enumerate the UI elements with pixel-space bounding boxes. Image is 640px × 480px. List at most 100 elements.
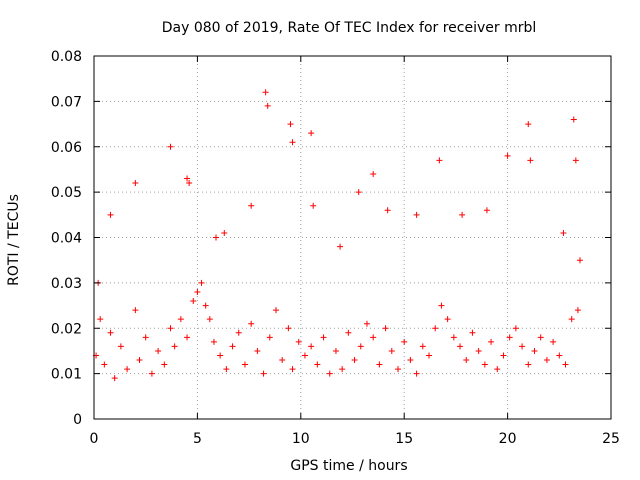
x-axis-label: GPS time / hours: [290, 458, 407, 474]
data-point: [512, 325, 519, 332]
data-point: [301, 352, 308, 359]
data-point: [438, 302, 445, 309]
data-point: [576, 257, 583, 264]
data-point: [132, 180, 139, 187]
data-point: [184, 175, 191, 182]
data-point: [213, 234, 220, 241]
y-axis-label: ROTI / TECUs: [6, 194, 22, 286]
data-point: [527, 157, 534, 164]
x-tick-label: 25: [602, 431, 620, 447]
data-point: [550, 338, 557, 345]
data-point: [155, 347, 162, 354]
x-tick-label: 10: [292, 431, 310, 447]
data-point: [459, 211, 466, 218]
data-point: [229, 343, 236, 350]
data-point: [504, 152, 511, 159]
data-point: [363, 320, 370, 327]
data-point: [124, 366, 131, 373]
data-point: [248, 320, 255, 327]
data-point: [287, 121, 294, 128]
data-point: [206, 316, 213, 323]
data-point: [254, 347, 261, 354]
data-point: [167, 325, 174, 332]
data-point: [235, 329, 242, 336]
data-point: [574, 307, 581, 314]
data-point: [184, 334, 191, 341]
data-point: [357, 343, 364, 350]
data-point: [413, 370, 420, 377]
y-tick-label: 0.02: [51, 321, 82, 337]
data-point: [202, 302, 209, 309]
data-point: [107, 211, 114, 218]
data-point: [432, 325, 439, 332]
data-point: [556, 352, 563, 359]
data-point: [560, 229, 567, 236]
data-point: [525, 361, 532, 368]
data-point: [475, 347, 482, 354]
data-point: [436, 157, 443, 164]
data-point: [388, 347, 395, 354]
grid-lines: [94, 56, 611, 419]
data-point: [117, 343, 124, 350]
data-point: [469, 329, 476, 336]
data-point: [537, 334, 544, 341]
data-point: [272, 307, 279, 314]
data-point: [339, 366, 346, 373]
data-point: [314, 361, 321, 368]
data-point: [407, 357, 414, 364]
data-point: [142, 334, 149, 341]
x-tick-label: 15: [395, 431, 413, 447]
data-point: [572, 157, 579, 164]
chart-title: Day 080 of 2019, Rate Of TEC Index for r…: [162, 20, 537, 36]
data-point: [132, 307, 139, 314]
data-point: [198, 279, 205, 286]
data-point: [376, 361, 383, 368]
data-point: [266, 334, 273, 341]
data-point: [337, 243, 344, 250]
data-point: [426, 352, 433, 359]
y-tick-label: 0.04: [51, 231, 82, 247]
data-point: [370, 170, 377, 177]
data-point: [107, 329, 114, 336]
data-point: [562, 361, 569, 368]
data-point: [279, 357, 286, 364]
data-point: [210, 338, 217, 345]
data-point: [384, 207, 391, 214]
data-point: [171, 343, 178, 350]
y-tick-label: 0.06: [51, 140, 82, 156]
data-point: [332, 347, 339, 354]
data-point: [285, 325, 292, 332]
data-point: [401, 338, 408, 345]
data-point: [351, 357, 358, 364]
data-point: [570, 116, 577, 123]
data-point: [531, 347, 538, 354]
data-point: [488, 338, 495, 345]
data-point: [494, 366, 501, 373]
data-point: [101, 361, 108, 368]
data-point: [260, 370, 267, 377]
axis-ticks: [93, 55, 612, 420]
data-point: [308, 343, 315, 350]
data-point: [310, 202, 317, 209]
data-point: [481, 361, 488, 368]
data-point: [483, 207, 490, 214]
data-point: [394, 366, 401, 373]
x-tick-label: 5: [193, 431, 202, 447]
data-point: [186, 180, 193, 187]
data-point: [506, 334, 513, 341]
x-tick-labels: 0 5 10 15 20 25: [90, 431, 620, 447]
data-point: [370, 334, 377, 341]
data-point: [320, 334, 327, 341]
data-point: [382, 325, 389, 332]
y-tick-label: 0.05: [51, 185, 82, 201]
data-point: [419, 343, 426, 350]
data-point: [241, 361, 248, 368]
data-point: [444, 316, 451, 323]
data-point: [167, 143, 174, 150]
data-point: [289, 139, 296, 146]
data-point: [223, 366, 230, 373]
data-point: [248, 202, 255, 209]
x-tick-label: 20: [499, 431, 517, 447]
